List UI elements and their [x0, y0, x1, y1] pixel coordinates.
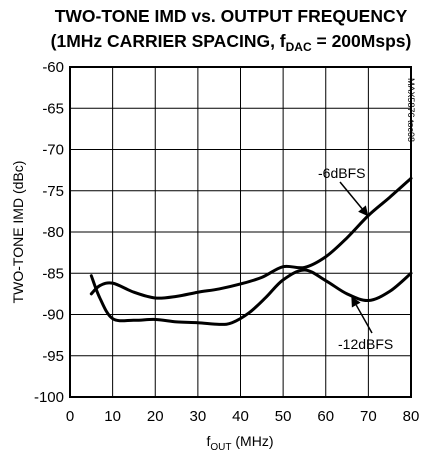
chart-title-line2: (1MHz CARRIER SPACING, fDAC = 200Msps) — [51, 31, 412, 54]
y-tick-label: -75 — [42, 183, 64, 200]
x-tick-label: 60 — [317, 408, 334, 425]
x-tick-label: 30 — [190, 408, 207, 425]
annotation-arrowhead — [358, 205, 369, 217]
x-tick-label: 40 — [232, 408, 249, 425]
y-tick-label: -85 — [42, 265, 64, 282]
x-axis-label: fOUT (MHz) — [207, 433, 274, 453]
x-tick-label: 0 — [66, 408, 74, 425]
y-tick-labels: -60 -65 -70 -75 -80 -85 -90 -95 -100 — [34, 59, 64, 406]
series-line-12dbfs — [89, 268, 413, 326]
y-tick-label: -70 — [42, 142, 64, 159]
y-tick-label: -100 — [34, 389, 64, 406]
annotation-arrow-line — [355, 304, 373, 334]
annotations: -6dBFS -12dBFS — [318, 165, 393, 352]
y-tick-label: -65 — [42, 100, 64, 117]
x-tick-labels: 0 10 20 30 40 50 60 70 80 — [66, 408, 420, 425]
series-lines — [89, 176, 413, 326]
watermark: MAX5876 toc08 — [406, 78, 416, 142]
y-axis-label: TWO-TONE IMD (dBc) — [10, 161, 26, 304]
x-tick-label: 20 — [147, 408, 164, 425]
plot-frame — [69, 66, 412, 398]
y-tick-label: -95 — [42, 348, 64, 365]
annotation-label: -12dBFS — [338, 336, 393, 352]
x-tick-label: 70 — [360, 408, 377, 425]
y-tick-label: -80 — [42, 224, 64, 241]
x-tick-label: 10 — [104, 408, 121, 425]
x-tick-label: 80 — [403, 408, 420, 425]
x-tick-label: 50 — [275, 408, 292, 425]
series-line-6dbfs — [89, 176, 413, 300]
chart-title-line1: TWO-TONE IMD vs. OUTPUT FREQUENCY — [55, 6, 408, 26]
annotation-label: -6dBFS — [318, 165, 365, 181]
annotation-arrow-line — [339, 181, 363, 210]
y-tick-label: -60 — [42, 59, 64, 76]
y-tick-label: -90 — [42, 307, 64, 324]
annotation-arrowhead — [351, 296, 361, 308]
